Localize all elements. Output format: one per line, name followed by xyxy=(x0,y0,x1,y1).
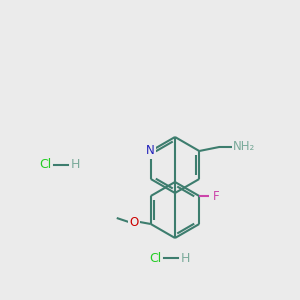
Text: H: H xyxy=(70,158,80,172)
Text: H: H xyxy=(180,251,190,265)
Text: Cl: Cl xyxy=(149,251,161,265)
Text: Cl: Cl xyxy=(39,158,51,172)
Text: N: N xyxy=(146,145,154,158)
Text: O: O xyxy=(129,215,138,229)
Text: NH₂: NH₂ xyxy=(233,140,255,154)
Text: F: F xyxy=(213,190,220,202)
